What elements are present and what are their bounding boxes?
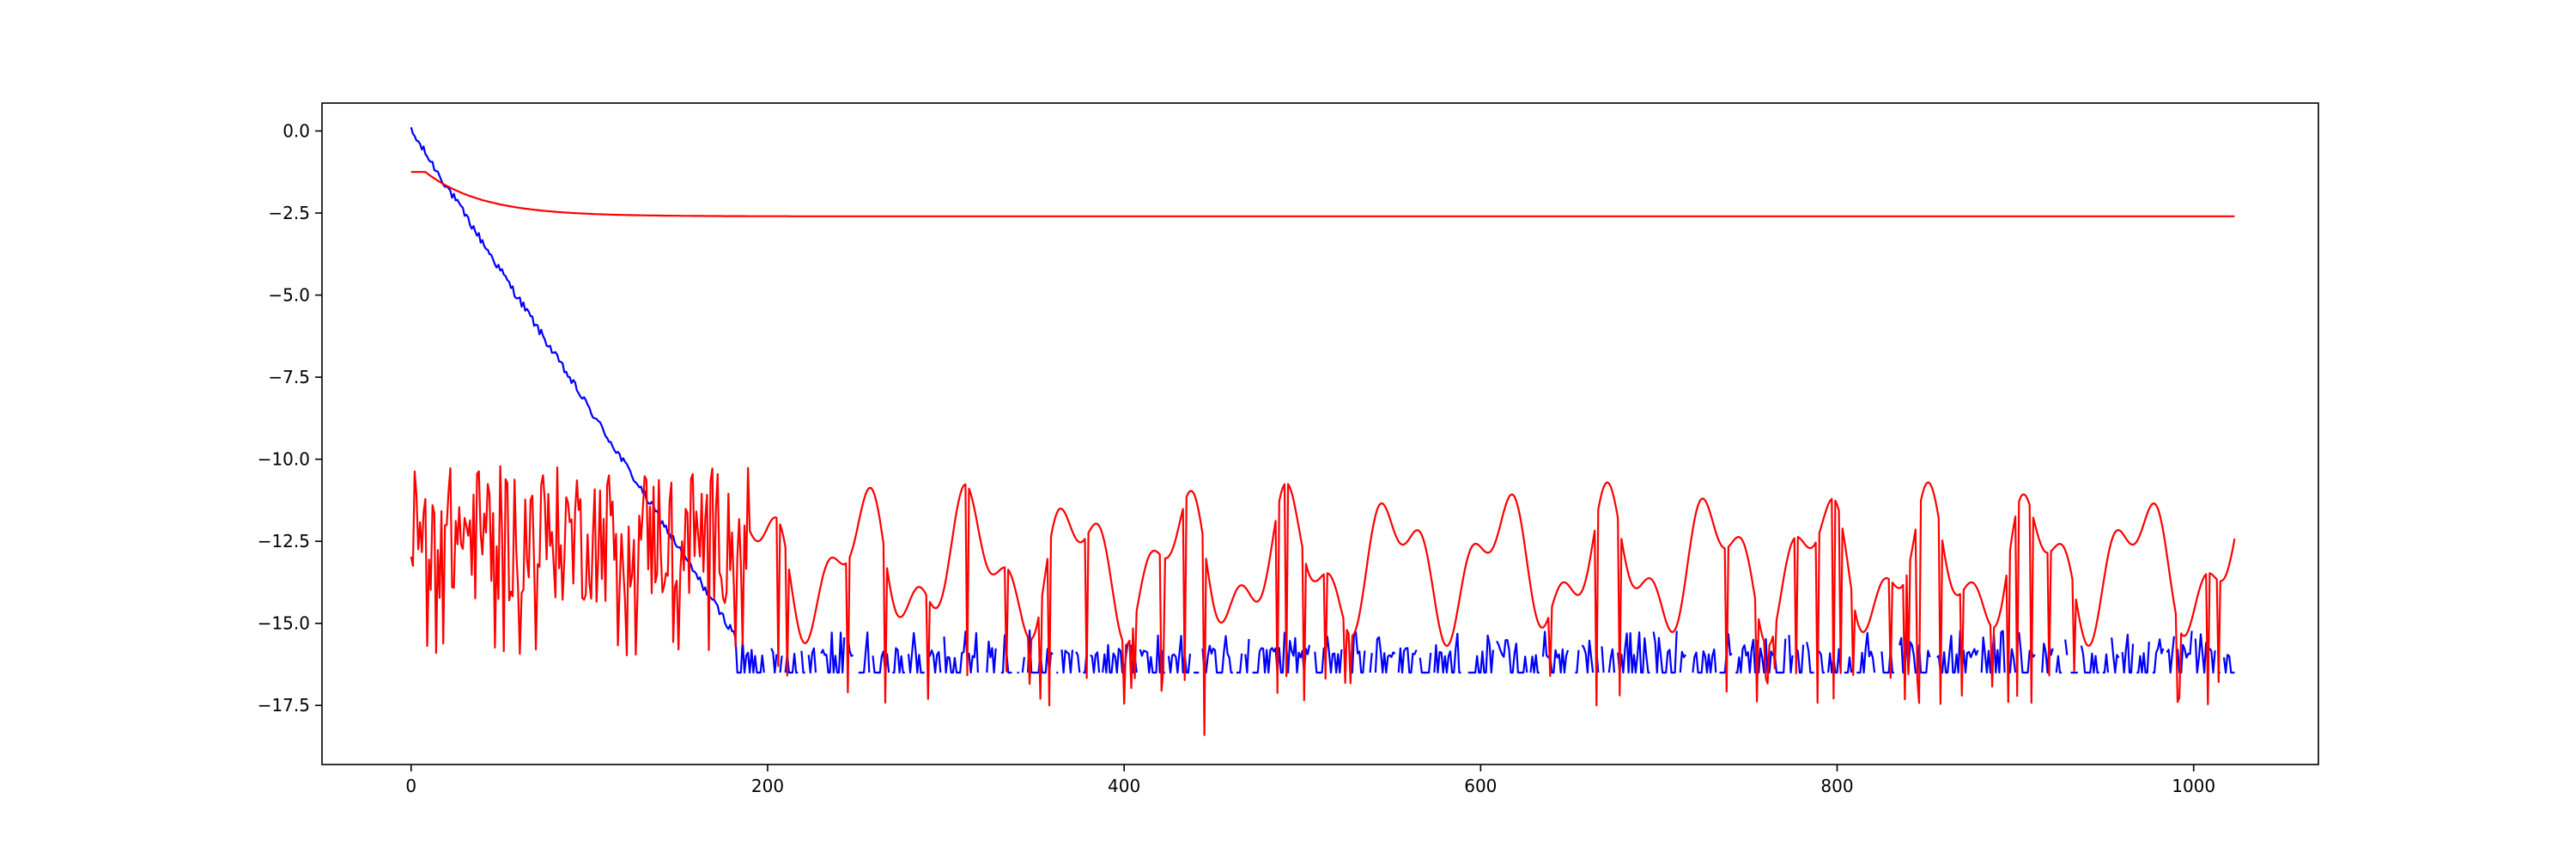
x-tick-label: 600 xyxy=(1464,776,1497,796)
y-tick-label: 0.0 xyxy=(283,120,310,141)
series-line-red-lower xyxy=(410,465,2236,736)
plot-frame xyxy=(321,102,2319,765)
x-tick-label: 0 xyxy=(405,776,416,796)
y-tick-label: −5.0 xyxy=(268,285,310,306)
y-tick-label: −12.5 xyxy=(258,531,310,551)
y-tick-label: −17.5 xyxy=(258,695,310,716)
series-line-red-upper xyxy=(410,171,2235,217)
x-tick-label: 1000 xyxy=(2172,776,2215,796)
series-layer xyxy=(410,126,2236,736)
y-tick-label: −15.0 xyxy=(258,613,310,634)
x-tick-label: 200 xyxy=(751,776,784,796)
x-tick-label: 800 xyxy=(1820,776,1853,796)
axes-layer: 0 200 400 600 800 1000 0.0 −2.5 −5.0 −7.5 −10.0 −12… xyxy=(258,120,2215,796)
plot-area-background xyxy=(322,103,2318,765)
y-tick-label: −7.5 xyxy=(268,367,310,387)
x-tick-label: 400 xyxy=(1108,776,1140,796)
y-tick-label: −10.0 xyxy=(258,449,310,470)
y-tick-label: −2.5 xyxy=(268,203,310,223)
